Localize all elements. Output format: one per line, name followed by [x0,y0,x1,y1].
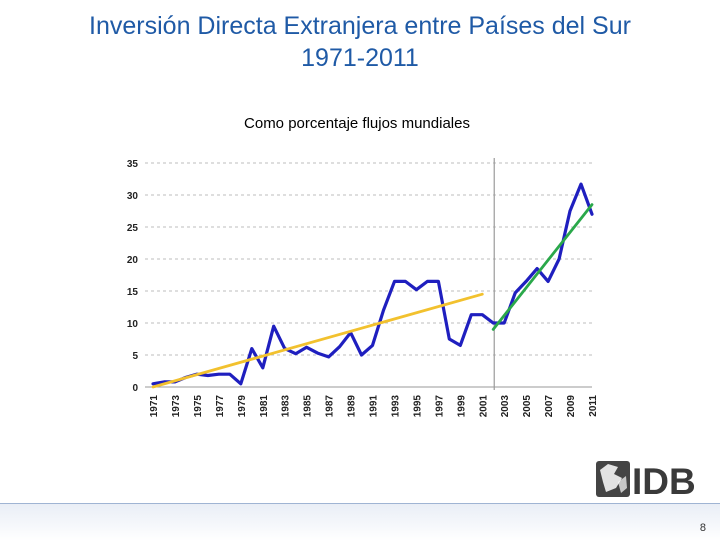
y-tick-label: 25 [127,223,139,234]
y-tick-label: 20 [127,255,139,266]
x-tick-label: 1979 [237,395,248,418]
gridlines [145,162,592,388]
y-tick-label: 30 [127,191,139,202]
slide-title: Inversión Directa Extranjera entre Paíse… [0,10,720,74]
x-tick-label: 1995 [412,395,423,418]
x-tick-label: 1981 [259,395,270,418]
x-tick-label: 2011 [588,395,599,417]
series-lines [151,182,594,389]
globe-icon [596,461,630,497]
idb-logo-text: IDB [632,461,696,500]
x-tick-label: 2001 [478,395,489,418]
x-tick-label: 1991 [369,395,380,418]
x-tick-label: 1999 [456,395,467,418]
page-number: 8 [699,522,706,534]
x-tick-label: 1997 [434,395,445,418]
idb-logo: IDB [596,461,696,500]
x-tick-label: 1977 [215,395,226,418]
y-tick-label: 0 [132,383,138,394]
x-tick-label: 1993 [390,395,401,418]
x-tick-label: 2007 [544,395,555,418]
x-tick-labels: 1971 1973 1975 1977 1979 1981 1983 1985 1987 1989… [149,395,599,418]
x-tick-label: 2005 [522,395,533,418]
trendline-2002-2011 [491,203,594,331]
series-line-ied [151,182,594,386]
y-tick-label: 5 [132,351,138,362]
slide-title-line2: 1971-2011 [301,44,419,72]
y-tick-labels: 0 5 10 15 20 25 30 35 [127,159,139,394]
x-tick-label: 1985 [303,395,314,418]
y-tick-label: 35 [127,159,139,170]
x-tick-label: 1987 [325,395,336,418]
x-tick-label: 1989 [347,395,358,418]
x-tick-label: 1983 [281,395,292,418]
trendline-1971-2001 [151,292,484,389]
footer-bar [0,503,720,541]
x-tick-label: 1973 [171,395,182,418]
x-tick-label: 1975 [193,395,204,418]
y-tick-label: 10 [127,319,139,330]
x-tick-label: 1971 [149,395,160,418]
chart-subtitle: Como porcentaje flujos mundiales [244,115,470,132]
x-tick-label: 2003 [500,395,511,418]
y-tick-label: 15 [127,287,139,298]
x-tick-label: 2009 [566,395,577,418]
slide-title-line1: Inversión Directa Extranjera entre Paíse… [89,12,631,40]
